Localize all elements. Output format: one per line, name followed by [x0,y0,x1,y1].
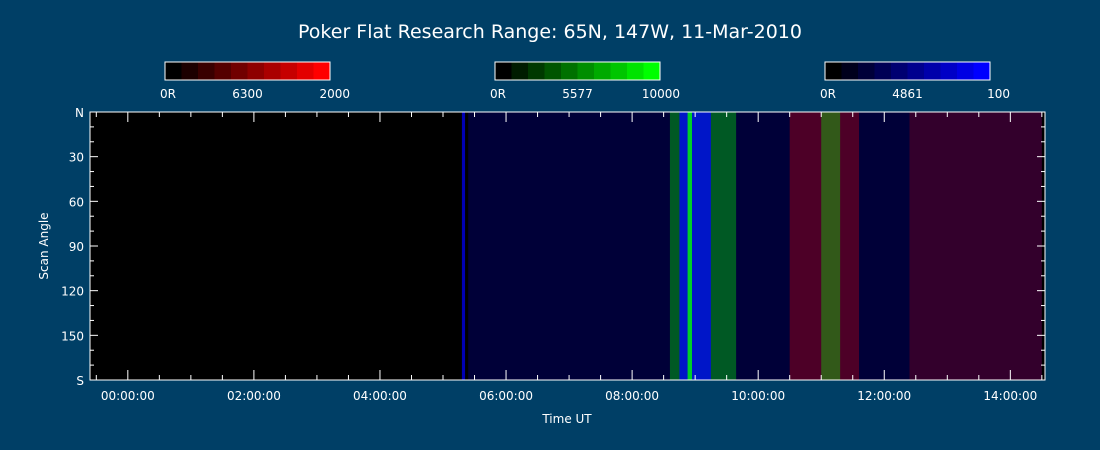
chart-title: Poker Flat Research Range: 65N, 147W, 11… [298,21,802,43]
colorbar-frame [494,61,661,81]
y-axis: N 30 60 90 120 150 S [61,106,1045,388]
colorbar-step [874,62,892,80]
colorbar-step [973,62,991,80]
colorbar-step [544,62,562,80]
y-tick-label: S [76,374,84,388]
colorbar-step [511,62,529,80]
y-tick-label: 60 [69,195,84,209]
emission-fill [679,112,711,380]
colorbar-label: 2000 [319,87,350,101]
colorbar-step [280,62,298,80]
colorbar-step [841,62,859,80]
colorbar-step [577,62,595,80]
colorbar-label: 10000 [642,87,680,101]
colorbar-frame [824,61,991,81]
colorbar-step [825,62,842,80]
emission-band-4861 [468,112,1042,380]
colorbar-step [957,62,974,80]
y-tick-label: N [75,106,84,120]
x-tick-label: 10:00:00 [731,389,785,403]
colorbar-label: 4861 [892,87,923,101]
colorbar-step [181,62,199,80]
colorbar-5577: 0R 5577 10000 [490,61,680,101]
emission-band-4861 [461,112,466,380]
x-tick-label: 00:00:00 [101,389,155,403]
x-tick-label: 02:00:00 [227,389,281,403]
y-tick-label: 90 [69,240,84,254]
colorbar-step [264,62,281,80]
colorbar-step [858,62,875,80]
x-tick-label: 04:00:00 [353,389,407,403]
colorbar-step [214,62,232,80]
x-tick-label: 12:00:00 [857,389,911,403]
colorbar-step [594,62,611,80]
colorbar-step [198,62,215,80]
emission-band-6300 [909,112,1042,380]
colorbar-step [627,62,644,80]
x-axis: 00:00:00 02:00:00 04:00:00 06:00:00 08:00:00… [95,112,1043,403]
colorbar-frame [164,61,331,81]
emission-fill [821,112,841,380]
colorbar-legend: 0R 6300 2000 0R 5577 10000 0R 4861 100 [160,61,1010,101]
colorbar-label: 5577 [562,87,593,101]
x-tick-label: 06:00:00 [479,389,533,403]
emission-band-6300 [789,112,860,380]
colorbar-step [528,62,545,80]
colorbar-step [495,62,512,80]
colorbar-step [561,62,578,80]
colorbar-step [907,62,925,80]
y-tick-label: 120 [61,285,84,299]
x-axis-label: Time UT [541,412,592,426]
colorbar-step [891,62,908,80]
y-tick-label: 150 [61,329,84,343]
colorbar-step [924,62,941,80]
emission-fill [789,112,860,380]
emission-band-4861 [679,112,711,380]
colorbar-4861: 0R 4861 100 [820,61,1010,101]
colorbar-step [297,62,314,80]
y-tick-label: 30 [69,151,84,165]
colorbar-label: 0R [160,87,176,101]
emission-fill [468,112,1042,380]
emission-band-5577 [687,112,692,380]
colorbar-label: 100 [987,87,1010,101]
colorbar-label: 6300 [232,87,263,101]
colorbar-step [313,62,331,80]
x-tick-label: 08:00:00 [605,389,659,403]
x-tick-label: 14:00:00 [983,389,1037,403]
keogram-image [461,112,1042,380]
colorbar-label: 0R [820,87,836,101]
emission-fill [461,112,466,380]
plot-area [90,112,1045,380]
colorbar-step [231,62,248,80]
y-axis-label: Scan Angle [37,212,51,279]
colorbar-label: 0R [490,87,506,101]
colorbar-6300: 0R 6300 2000 [160,61,350,101]
colorbar-step [165,62,182,80]
colorbar-step [643,62,661,80]
emission-fill [909,112,1042,380]
colorbar-step [247,62,265,80]
emission-band-5577 [821,112,841,380]
colorbar-step [940,62,958,80]
colorbar-step [610,62,628,80]
emission-fill [687,112,692,380]
